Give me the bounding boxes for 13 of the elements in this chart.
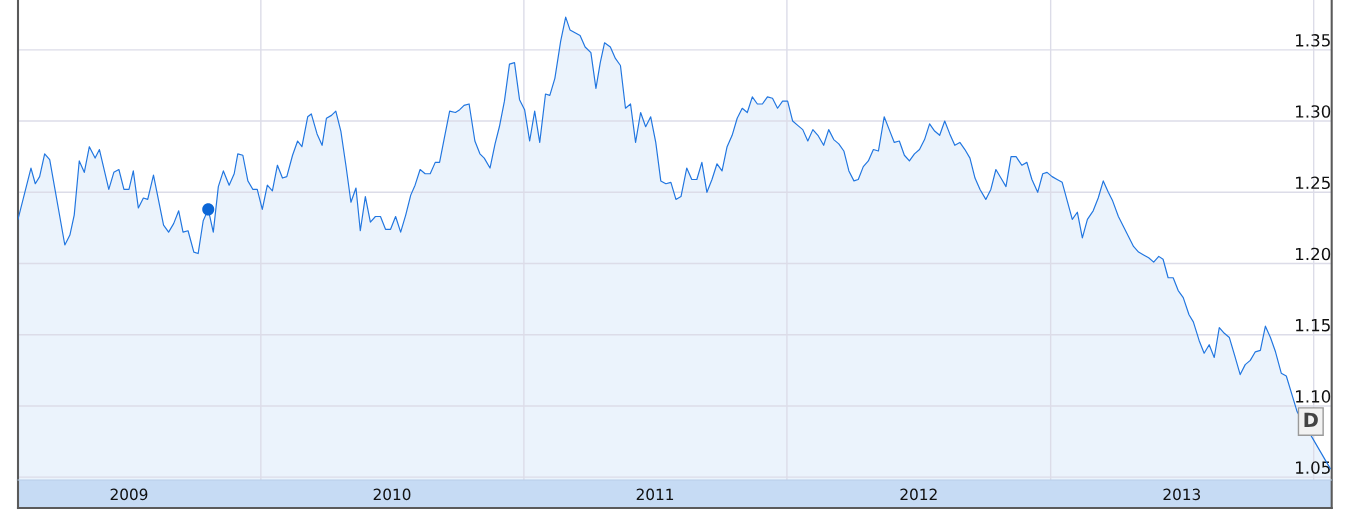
y-tick-label: 1.20	[1296, 247, 1331, 261]
y-tick-label: 1.05	[1296, 461, 1330, 474]
x-tick-label: 2012	[900, 488, 937, 501]
y-tick-label: 1.25	[1296, 176, 1330, 190]
y-tick-label: 1.30	[1296, 105, 1331, 118]
y-tick-label: 1.15	[1296, 319, 1330, 332]
y-tick-label: 1.35	[1296, 34, 1330, 47]
x-tick-label: 2009	[110, 488, 148, 501]
x-tick-label: 2011	[636, 488, 674, 501]
y-tick-label: 1.10	[1296, 390, 1331, 403]
x-tick-label: 2013	[1163, 488, 1201, 501]
annotation: D	[1304, 412, 1318, 427]
x-tick-label: 2010	[373, 488, 411, 501]
